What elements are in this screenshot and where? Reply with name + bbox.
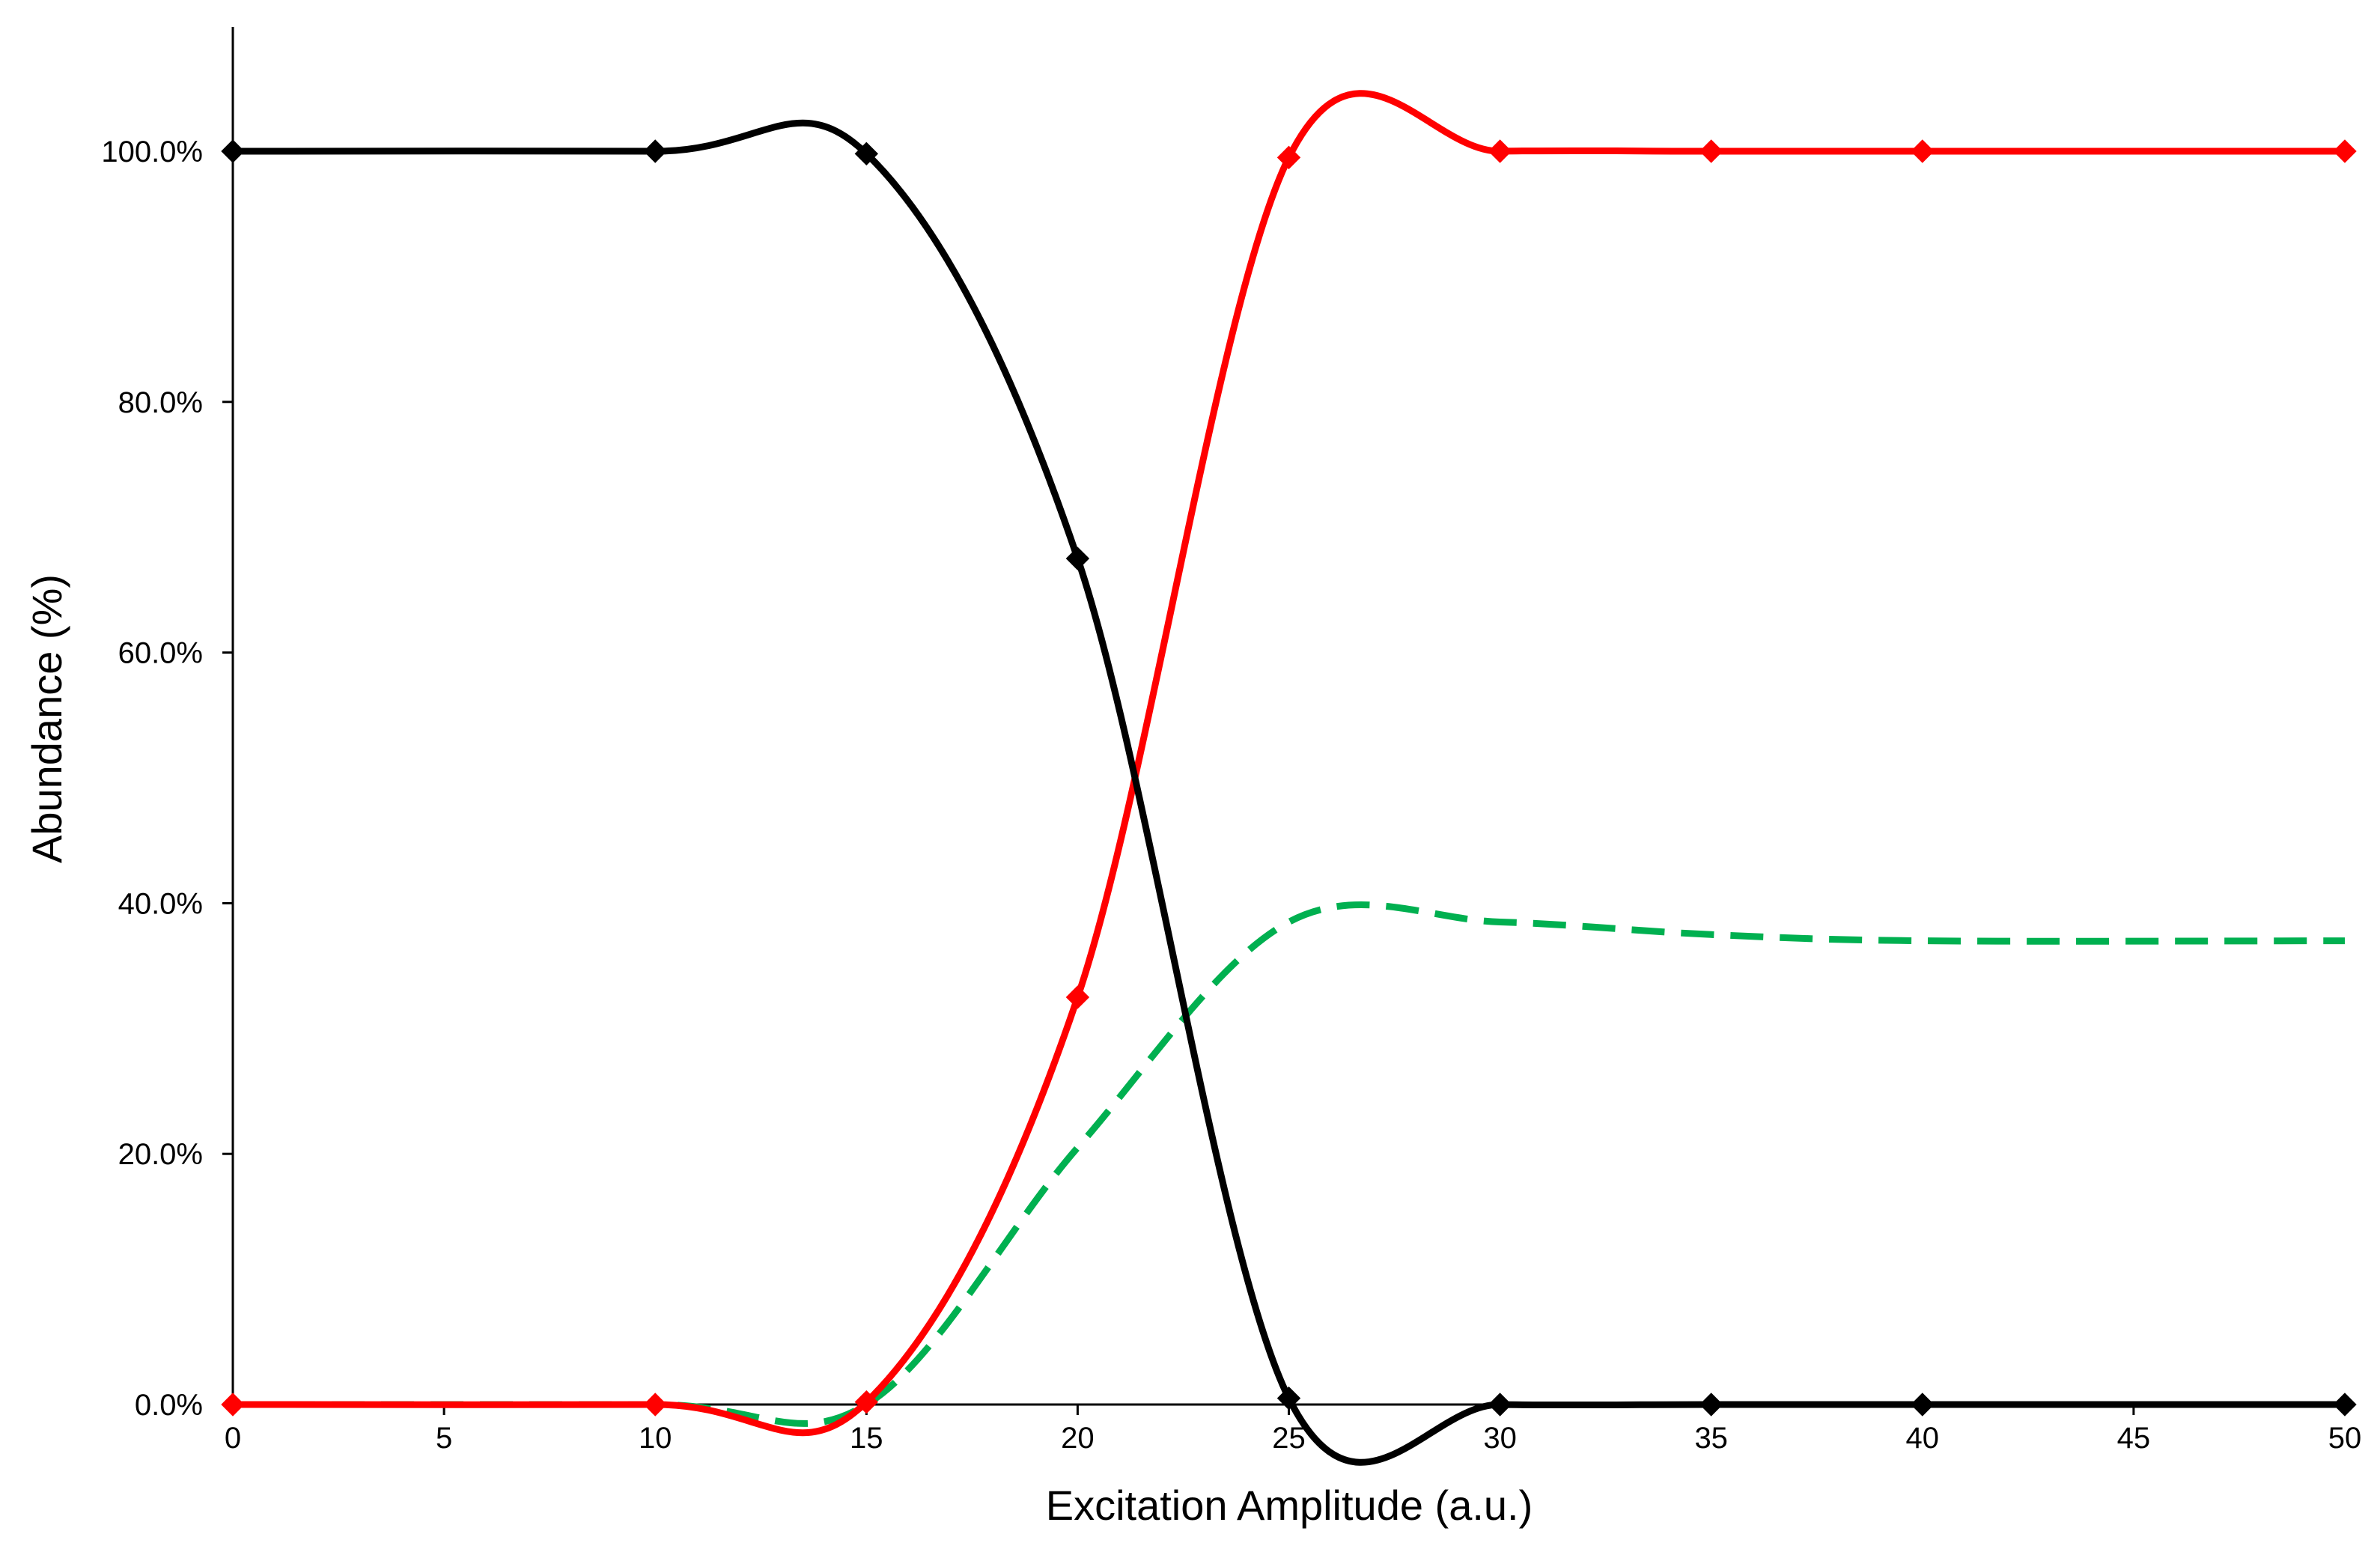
data-point-series-1 [1911, 139, 1935, 163]
marker-layer [221, 139, 2357, 1417]
x-tick-label: 15 [850, 1422, 883, 1455]
y-tick-label: 0.0% [135, 1389, 203, 1422]
data-point-series-0 [1488, 1393, 1512, 1417]
data-point-series-0 [1911, 1393, 1935, 1417]
series-line-0 [229, 119, 2349, 1466]
series-layer [229, 90, 2349, 1466]
y-tick-label: 100.0% [101, 136, 203, 168]
data-point-series-1 [643, 1393, 667, 1417]
data-point-series-0 [643, 139, 667, 163]
x-tick-label: 5 [436, 1422, 452, 1455]
x-tick-label: 30 [1483, 1422, 1517, 1455]
x-tick-label: 0 [225, 1422, 241, 1455]
y-tick-label: 80.0% [118, 386, 203, 419]
x-tick-label: 45 [2117, 1422, 2151, 1455]
y-tick-label: 40.0% [118, 887, 203, 920]
data-point-series-1 [854, 1390, 879, 1414]
x-tick-label: 10 [639, 1422, 672, 1455]
x-tick-label: 40 [1906, 1422, 1940, 1455]
x-tick-label: 20 [1061, 1422, 1095, 1455]
data-point-series-1 [2333, 139, 2357, 163]
y-axis-title: Abundance (%) [23, 574, 70, 863]
x-tick-label: 50 [2328, 1422, 2362, 1455]
series-line-2 [233, 901, 2346, 1427]
data-point-series-0 [1699, 1393, 1723, 1417]
axes [222, 27, 2349, 1415]
data-point-series-0 [854, 142, 879, 166]
y-tick-label: 60.0% [118, 637, 203, 670]
data-point-series-1 [221, 1393, 245, 1417]
data-point-series-0 [1276, 1386, 1301, 1411]
x-tick-label: 25 [1272, 1422, 1306, 1455]
data-point-series-0 [221, 139, 245, 163]
data-point-series-1 [1488, 139, 1512, 163]
series-line-1 [229, 90, 2349, 1437]
data-point-series-0 [1065, 547, 1090, 570]
data-point-series-1 [1065, 985, 1090, 1009]
data-point-series-1 [1276, 145, 1301, 170]
y-tick-label: 20.0% [118, 1138, 203, 1171]
data-point-series-0 [2333, 1393, 2357, 1417]
x-tick-label: 35 [1694, 1422, 1728, 1455]
x-axis-title: Excitation Amplitude (a.u.) [1046, 1482, 1533, 1529]
data-point-series-1 [1699, 139, 1723, 163]
tick-labels: 0 5 10 15 20 25 30 35 40 45 50 0.0% 20.0% 40.0% 60.0% 8… [101, 136, 2361, 1455]
